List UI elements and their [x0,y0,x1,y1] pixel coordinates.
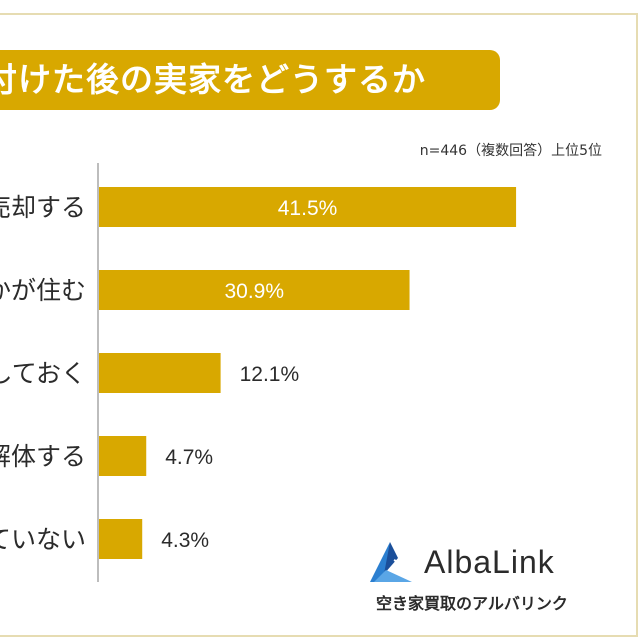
value-label: 4.3% [161,529,209,552]
albalink-logo: AlbaLink 空き家買取のアルバリンク [362,538,612,618]
bar [99,353,221,393]
category-label: ていない [0,525,86,554]
sample-size-note: n=446（複数回答）上位5位 [419,143,602,159]
frame-border [0,13,638,637]
title-banner [0,50,500,110]
albalink-mark-icon [370,542,412,582]
category-label: 解体する [0,442,86,471]
brand-name: AlbaLink [424,544,555,580]
bar [99,436,147,476]
value-label: 41.5% [278,197,338,220]
value-label: 12.1% [240,363,300,386]
value-label: 30.9% [224,280,284,303]
category-label: かが住む [0,276,86,305]
category-label: しておく [0,359,86,388]
bar [99,187,517,227]
chart-title: 片付けた後の実家をどうするか [0,60,426,99]
category-label: 売却する [0,193,86,222]
bar [99,270,410,310]
value-label: 4.7% [165,446,213,469]
bar [99,519,143,559]
brand-tagline: 空き家買取のアルバリンク [376,594,568,613]
